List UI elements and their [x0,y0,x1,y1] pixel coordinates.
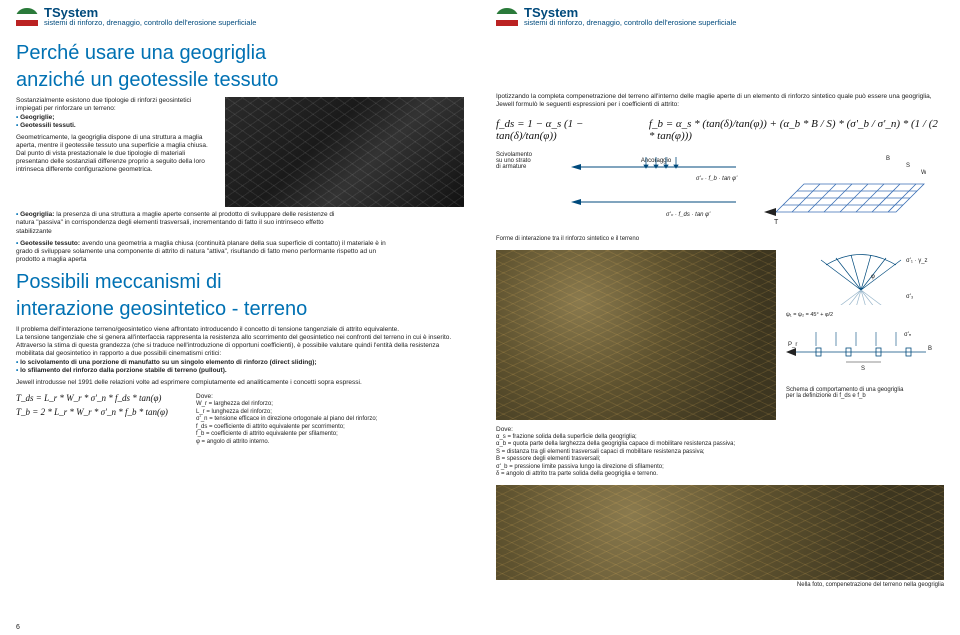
def-alpha-b: α_b = quota parte della larghezza della … [496,441,776,449]
svg-text:σ'₁ · γ_z: σ'₁ · γ_z [906,258,928,264]
dove-label-right: Dove: [496,426,776,434]
intro-text: Sostanzialmente esistono due tipologie d… [16,97,215,113]
dove-label-left: Dove: [196,393,464,401]
svg-text:W: W [921,170,926,176]
logo-icon [16,8,38,26]
para-geometry: Geometricamente, la geogriglia dispone d… [16,134,215,150]
equation-tb: T_b = 2 * L_r * W_r * σ'_n * f_b * tan(φ… [16,407,186,417]
def-delta: δ = angolo di attrito tra parte solida d… [496,471,776,479]
svg-text:B: B [928,346,932,352]
header-right: TSystem sistemi di rinforzo, drenaggio, … [496,0,944,43]
caption-photo-closeup: Nella foto, compenetrazione del terreno … [496,582,944,588]
photo-geogrid-mesh [225,97,464,207]
bullet-direct-sliding: lo scivolamento di una porzione di manuf… [16,359,464,367]
svg-text:σ'ₙ · f_b · tan φ': σ'ₙ · f_b · tan φ' [696,176,738,182]
page-number: 6 [16,624,20,631]
heading-2-line2: interazione geosintetico - terreno [16,299,464,320]
svg-text:S: S [861,366,865,372]
svg-text:σ'ₙ · f_ds · tan φ': σ'ₙ · f_ds · tan φ' [666,212,711,218]
heading-2-line1: Possibili meccanismi di [16,272,464,293]
def-fb: f_b = coefficiente di attrito equivalent… [196,431,464,439]
caption-schema-sub: per la definizione di f_ds e f_b [786,393,944,399]
label-scivolamento-3: di armature [496,164,556,170]
svg-text:σ'₃: σ'₃ [906,294,914,300]
para-estimate: Attraverso la stima di questa grandezza … [16,342,464,358]
diagram-interaction-forces: Ancoraggio σ'ₙ · f_b · tan φ' σ'ₙ · f_ds… [566,152,746,222]
photo-soil-penetration [496,250,776,420]
def-phi: φ = angolo di attrito interno. [196,439,464,447]
para-prestazionale: Dal punto di vista prestazionale le due … [16,150,215,174]
def-wr: W_r = larghezza del rinforzo; [196,401,464,409]
left-page: TSystem sistemi di rinforzo, drenaggio, … [0,0,480,635]
diagram-geogrid-section: P_r B S σ'ₙ [786,322,936,382]
svg-text:σ'ₙ: σ'ₙ [904,332,912,338]
def-sigma: σ'_n = tensione efficace in direzione or… [196,416,464,424]
para-tension: La tensione tangenziale che si genera al… [16,334,464,342]
def-b: B = spessore degli elementi trasversali; [496,456,776,464]
equation-fb: f_b = α_s * (tan(δ)/tan(φ)) + (α_b * B /… [649,118,944,142]
svg-text:T: T [774,219,779,226]
para-problem: Il problema dell'interazione terreno/geo… [16,326,464,334]
svg-text:S: S [906,163,910,169]
right-page: TSystem sistemi di rinforzo, drenaggio, … [480,0,960,635]
para-jewell: Jewell introdusse nel 1991 delle relazio… [16,379,464,387]
def-alpha-s: α_s = frazione solida della superficie d… [496,434,776,442]
bullet-pullout: lo sfilamento del rinforzo dalla porzion… [16,367,464,375]
heading-1-line2: anziché un geotessile tessuto [16,70,464,91]
svg-text:B: B [886,156,890,162]
bullet-geotessili: Geotessili tessuti. [16,122,215,130]
svg-text:φ: φ [871,274,875,280]
diagram-pressure-fan: σ'₁ · γ_z φ σ'₃ [786,250,936,305]
para-jewell-hypothesis: Ipotizzando la completa compenetrazione … [496,93,944,109]
bullet-geogriglie: Geogriglie; [16,114,215,122]
def-fds: f_ds = coefficiente di attrito equivalen… [196,424,464,432]
equation-tds: T_ds = L_r * W_r * σ'_n * f_ds * tan(φ) [16,393,186,403]
photo-geogrid-closeup [496,485,944,580]
heading-1-line1: Perché usare una geogriglia [16,43,464,64]
logo-icon [496,8,518,26]
header-left: TSystem sistemi di rinforzo, drenaggio, … [16,0,464,43]
caption-interaction-forms: Forme di interazione tra il rinforzo sin… [496,236,944,242]
brand-subtitle: sistemi di rinforzo, drenaggio, controll… [44,19,256,27]
svg-text:P_r: P_r [788,342,797,348]
bullet-geotessile-desc: Geotessile tessuto: avendo una geometria… [16,240,396,264]
def-s: S = distanza tra gli elementi trasversal… [496,449,776,457]
equation-fds: f_ds = 1 − α_s (1 − tan(δ)/tan(φ)) [496,118,629,142]
def-sigma-b: σ'_b = pressione limite passiva lungo la… [496,464,776,472]
intro-column: Sostanzialmente esistono due tipologie d… [16,97,215,207]
def-lr: L_r = lunghezza del rinforzo; [196,409,464,417]
bullet-geogriglia-desc: Geogriglia: la presenza di una struttura… [16,211,336,235]
diagram-geogrid-3d: T S B W [756,152,926,232]
brand-subtitle: sistemi di rinforzo, drenaggio, controll… [524,19,736,27]
